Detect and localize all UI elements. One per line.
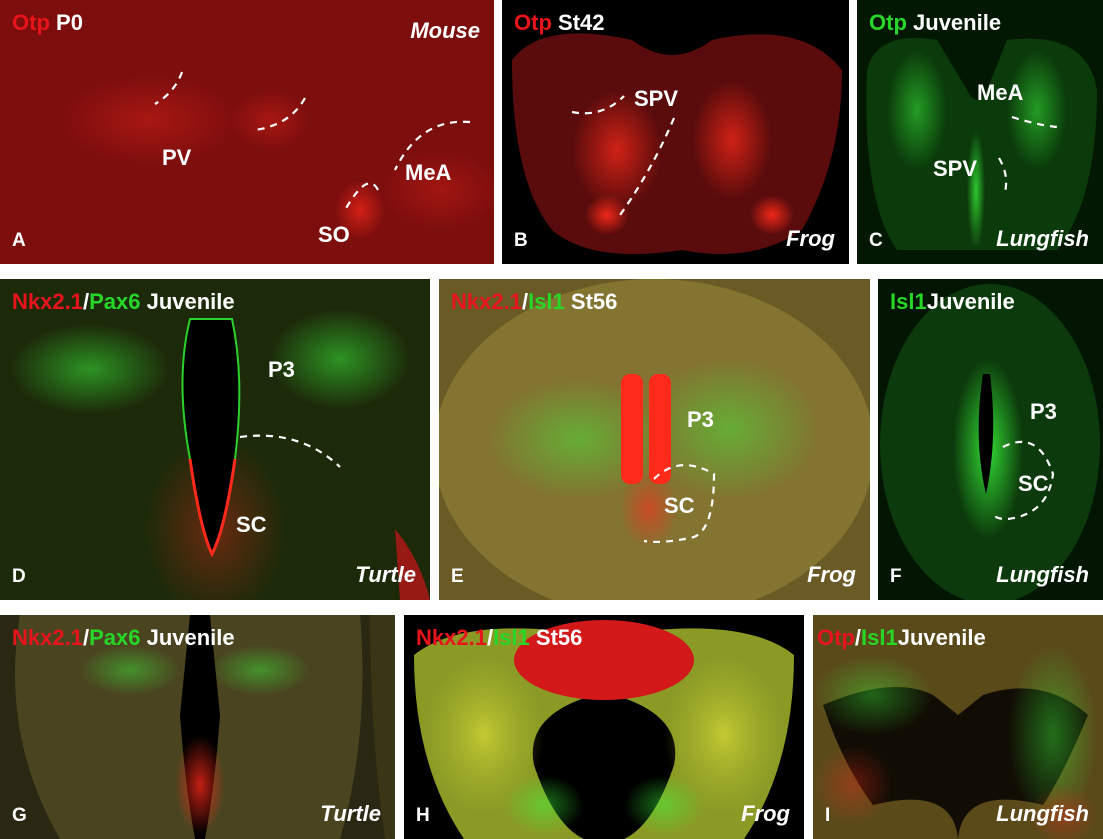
- panel-g-sep: /: [82, 625, 90, 650]
- panel-b-species: Frog: [786, 226, 835, 251]
- region-label: SPV: [933, 156, 978, 181]
- panel-i-micrograph: [813, 615, 1103, 839]
- panel-g-species: Turtle: [320, 801, 381, 826]
- panel-i-sep: /: [854, 625, 862, 650]
- panel-c-species: Lungfish: [996, 226, 1089, 251]
- panel-d-micrograph: [0, 279, 430, 600]
- panel-e-marker2: Isl1: [528, 289, 565, 314]
- panel-h-marker2: Isl1: [493, 625, 530, 650]
- panel-f-letter: F: [890, 566, 902, 587]
- panel-e-title: Nkx2.1/Isl1 St56: [451, 291, 617, 313]
- panel-e-letter: E: [451, 566, 464, 587]
- region-label: MeA: [977, 80, 1024, 105]
- region-label: SC: [664, 493, 695, 518]
- region-label: SC: [236, 512, 267, 537]
- panel-c-letter: C: [869, 230, 883, 251]
- panel-a-marker: Otp: [12, 10, 50, 35]
- panel-a-stage: P0: [56, 10, 83, 35]
- panel-c-micrograph: [857, 0, 1103, 264]
- panel-d-species: Turtle: [355, 562, 416, 587]
- panel-g-micrograph: [0, 615, 395, 839]
- panel-g-marker2: Pax6: [89, 625, 141, 650]
- panel-c-title: Otp Juvenile: [869, 12, 1001, 34]
- panel-a-title: Otp P0: [12, 12, 83, 34]
- panel-d-sep: /: [82, 289, 90, 314]
- panel-h-stage: St56: [535, 625, 583, 650]
- panel-h-marker1: Nkx2.1: [416, 625, 487, 650]
- panel-g-stage: Juvenile: [146, 625, 235, 650]
- panel-c: Otp Juvenile MeA SPV C Lungfish: [857, 0, 1103, 264]
- panel-a-letter: A: [12, 230, 26, 251]
- panel-f-species: Lungfish: [996, 562, 1089, 587]
- region-label: MeA: [405, 160, 452, 185]
- panel-f-title: Isl1Juvenile: [890, 291, 1015, 313]
- panel-e: Nkx2.1/Isl1 St56 P3 SC E Frog: [439, 279, 870, 600]
- panel-b-letter: B: [514, 230, 528, 251]
- panel-b-micrograph: [502, 0, 849, 264]
- panel-h-title: Nkx2.1/Isl1 St56: [416, 627, 582, 649]
- region-label: SC: [1018, 471, 1049, 496]
- panel-f-micrograph: [878, 279, 1103, 600]
- panel-d-marker2: Pax6: [89, 289, 141, 314]
- panel-d-stage: Juvenile: [146, 289, 235, 314]
- panel-b-title: Otp St42: [514, 12, 605, 34]
- panel-i-letter: I: [825, 805, 831, 826]
- panel-e-marker1: Nkx2.1: [451, 289, 522, 314]
- panel-a-species: Mouse: [410, 18, 480, 43]
- panel-c-marker: Otp: [869, 10, 907, 35]
- panel-f-marker: Isl1: [890, 289, 927, 314]
- region-label: SPV: [634, 86, 679, 111]
- region-label: PV: [162, 145, 192, 170]
- panel-g-marker1: Nkx2.1: [12, 625, 83, 650]
- panel-g-title: Nkx2.1/Pax6 Juvenile: [12, 627, 235, 649]
- panel-e-micrograph: [439, 279, 870, 600]
- panel-h-sep: /: [486, 625, 494, 650]
- panel-a: Otp P0 Mouse PV MeA SO A: [0, 0, 494, 264]
- panel-g: Nkx2.1/Pax6 Juvenile G Turtle: [0, 615, 395, 839]
- panel-h-micrograph: [404, 615, 804, 839]
- panel-e-stage: St56: [570, 289, 618, 314]
- panel-d: Nkx2.1/Pax6 Juvenile P3 SC D Turtle: [0, 279, 430, 600]
- panel-e-species: Frog: [807, 562, 856, 587]
- panel-h: Nkx2.1/Isl1 St56 H Frog: [404, 615, 804, 839]
- region-label: P3: [268, 357, 295, 382]
- panel-e-sep: /: [521, 289, 529, 314]
- region-label: P3: [687, 407, 714, 432]
- panel-i-title: Otp/Isl1Juvenile: [817, 627, 986, 649]
- panel-c-stage: Juvenile: [913, 10, 1002, 35]
- panel-g-letter: G: [12, 805, 27, 826]
- panel-i-stage: Juvenile: [897, 625, 986, 650]
- panel-d-letter: D: [12, 566, 26, 587]
- panel-i-marker2: Isl1: [861, 625, 898, 650]
- panel-h-letter: H: [416, 805, 430, 826]
- panel-a-micrograph: [0, 0, 494, 264]
- panel-f-stage: Juvenile: [926, 289, 1015, 314]
- panel-b: Otp St42 SPV B Frog: [502, 0, 849, 264]
- region-label: SO: [318, 222, 350, 247]
- panel-d-marker1: Nkx2.1: [12, 289, 83, 314]
- panel-b-stage: St42: [558, 10, 605, 35]
- panel-i: Otp/Isl1Juvenile I Lungfish: [813, 615, 1103, 839]
- panel-h-species: Frog: [741, 801, 790, 826]
- panel-b-marker: Otp: [514, 10, 552, 35]
- panel-i-marker1: Otp: [817, 625, 855, 650]
- panel-d-title: Nkx2.1/Pax6 Juvenile: [12, 291, 235, 313]
- panel-f: Isl1Juvenile P3 SC F Lungfish: [878, 279, 1103, 600]
- panel-i-species: Lungfish: [996, 801, 1089, 826]
- region-label: P3: [1030, 399, 1057, 424]
